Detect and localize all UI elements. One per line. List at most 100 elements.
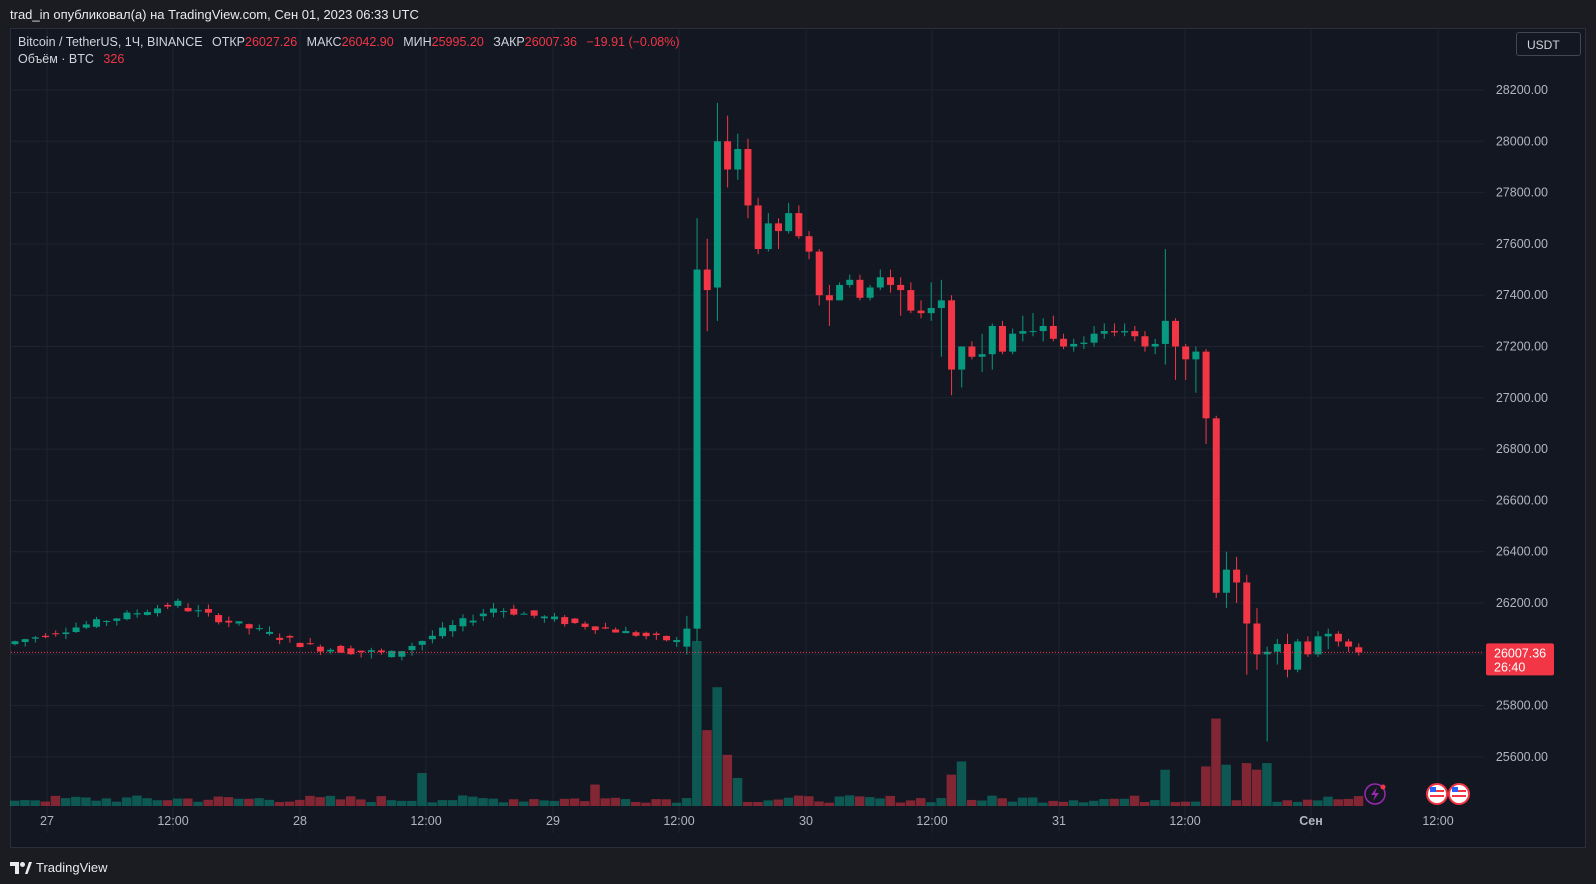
- candle: [1263, 646, 1271, 742]
- volume-bar: [10, 800, 20, 806]
- candle-body: [876, 277, 884, 288]
- candle: [174, 598, 182, 609]
- volume-bar: [366, 802, 376, 806]
- candle-body: [469, 620, 477, 623]
- volume-bar: [793, 795, 804, 806]
- candle-body: [978, 354, 986, 357]
- volume-bar: [183, 798, 193, 806]
- candle: [601, 622, 609, 630]
- candle-body: [11, 641, 19, 645]
- candle: [612, 627, 620, 633]
- volume-bar: [193, 801, 203, 806]
- volume-label[interactable]: Объём · BTC: [18, 52, 94, 66]
- candle: [103, 620, 111, 626]
- volume-bar: [966, 799, 977, 806]
- time-tick-label: 12:00: [1422, 814, 1453, 828]
- candle-body: [1294, 641, 1302, 670]
- volume-bar: [1119, 798, 1130, 806]
- volume-bar: [722, 754, 733, 806]
- candle: [225, 616, 233, 628]
- high-label: МАКС: [306, 35, 342, 49]
- symbol-label[interactable]: Bitcoin / TetherUS, 1Ч, BINANCE: [18, 35, 203, 49]
- volume-bar: [152, 800, 163, 806]
- candle-body: [1131, 331, 1139, 337]
- candle: [500, 608, 508, 618]
- candle-body: [632, 632, 640, 636]
- candle-body: [133, 613, 141, 615]
- volume-bar: [447, 800, 458, 806]
- candle-body: [846, 279, 854, 285]
- candle: [764, 213, 772, 252]
- bottom-bar: [0, 848, 1596, 884]
- volume-bar: [1302, 799, 1313, 806]
- candle-body: [1141, 336, 1149, 347]
- candle-body: [347, 648, 355, 655]
- candle-body: [1273, 644, 1281, 652]
- volume-bar: [1313, 800, 1323, 806]
- candle-body: [622, 631, 630, 634]
- volume-bar: [641, 802, 651, 806]
- candle: [866, 284, 874, 301]
- volume-bar: [1323, 796, 1333, 806]
- volume-bar: [50, 795, 61, 806]
- volume-bar: [1028, 797, 1038, 806]
- volume-bar: [773, 799, 783, 806]
- candle-body: [836, 284, 844, 301]
- candle: [805, 231, 813, 260]
- candle: [693, 218, 701, 642]
- volume-bar: [702, 730, 712, 806]
- candle-body: [388, 650, 396, 658]
- candle: [642, 631, 650, 640]
- volume-bar: [559, 798, 570, 806]
- candle-body: [164, 604, 172, 607]
- candle: [724, 115, 732, 188]
- candle: [510, 604, 518, 616]
- volume-bar: [284, 801, 295, 806]
- candle-body: [1222, 569, 1230, 593]
- candle: [286, 634, 294, 643]
- time-tick-label: 12:00: [157, 814, 188, 828]
- volume-bar: [1038, 802, 1048, 806]
- flag-canton: [1430, 787, 1436, 792]
- volume-value: 326: [103, 52, 125, 66]
- candle-body: [1070, 343, 1078, 347]
- candle: [1121, 323, 1129, 337]
- volume-bar: [1353, 796, 1364, 806]
- candle: [825, 284, 833, 326]
- candle-body: [398, 651, 406, 657]
- candle-body: [683, 628, 691, 647]
- candle-body: [673, 640, 681, 643]
- time-tick-label: 31: [1052, 814, 1066, 828]
- candle-body: [815, 251, 823, 296]
- candle-body: [1284, 644, 1291, 670]
- candle: [1131, 325, 1139, 342]
- candle-body: [92, 619, 100, 627]
- low-value: 25995.20: [431, 35, 484, 49]
- volume-bar: [468, 796, 478, 806]
- volume-bar: [987, 795, 997, 806]
- candle: [846, 274, 854, 288]
- candle: [1304, 636, 1312, 657]
- candle: [927, 282, 935, 321]
- volume-bar: [539, 800, 549, 806]
- candle: [1060, 333, 1068, 350]
- candle: [449, 620, 457, 637]
- candle: [337, 644, 345, 653]
- volume-bar: [376, 796, 386, 806]
- volume-bar: [1251, 769, 1262, 806]
- candle-body: [785, 213, 793, 232]
- volume-bar: [1262, 763, 1272, 806]
- candle-body: [1324, 633, 1332, 637]
- publish-line: trad_in опубликовал(а) на TradingView.co…: [0, 0, 1596, 28]
- price-tag-value: 26007.36: [1494, 646, 1546, 660]
- price-tick-label: 25800.00: [1496, 699, 1548, 713]
- candle-body: [897, 284, 905, 291]
- volume-bar: [854, 796, 865, 806]
- volume-bar: [1068, 800, 1079, 806]
- currency-button[interactable]: USDT: [1516, 32, 1581, 56]
- volume-bar: [814, 801, 824, 806]
- candles: [11, 102, 1363, 742]
- candle: [204, 604, 212, 617]
- flag-stripe: [1430, 795, 1444, 797]
